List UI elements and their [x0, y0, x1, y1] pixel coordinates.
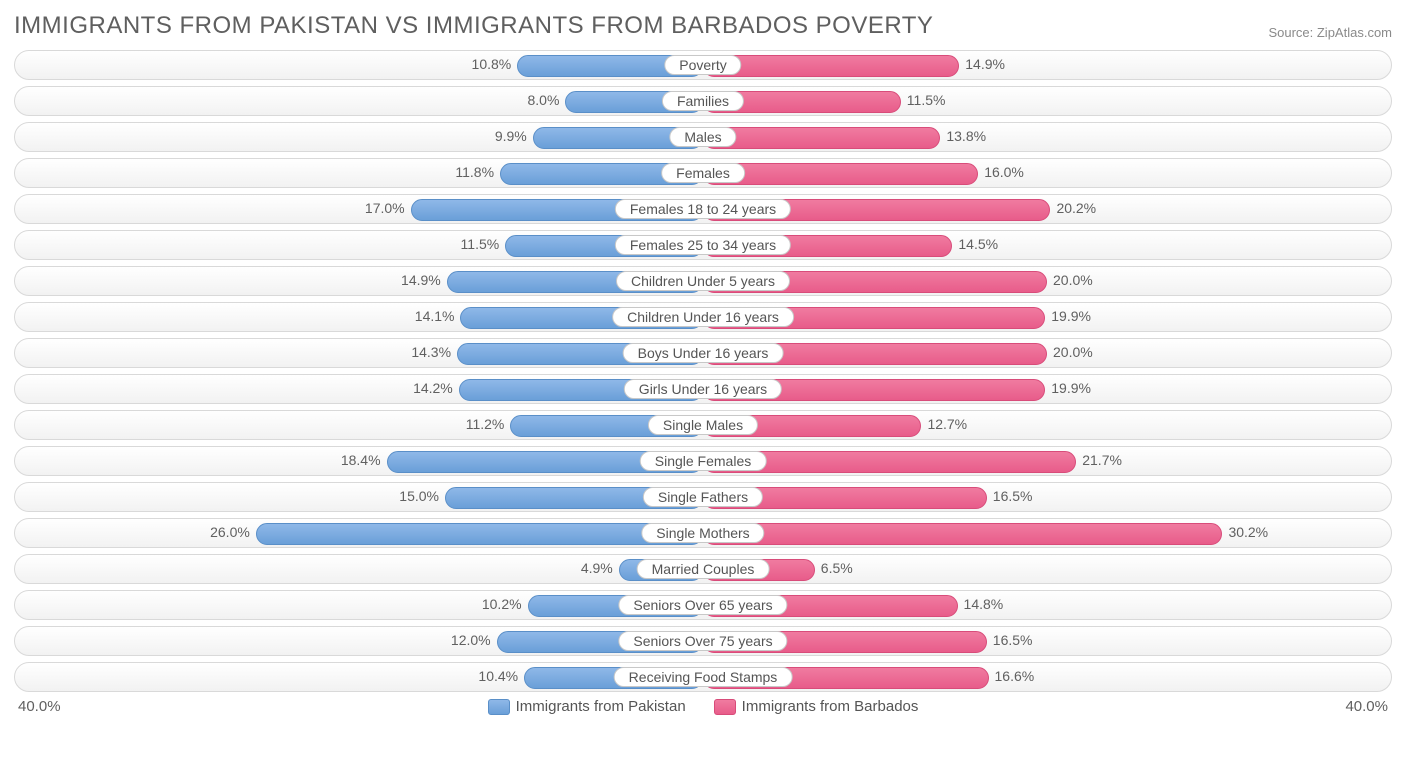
chart-title: IMMIGRANTS FROM PAKISTAN VS IMMIGRANTS F…	[14, 12, 933, 40]
category-label: Males	[669, 127, 736, 147]
value-right: 19.9%	[1051, 308, 1091, 324]
category-label: Females 25 to 34 years	[615, 235, 791, 255]
chart-row: 4.9% 6.5% Married Couples	[14, 554, 1392, 584]
category-label: Girls Under 16 years	[624, 379, 782, 399]
value-left: 4.9%	[581, 560, 613, 576]
category-label: Married Couples	[637, 559, 770, 579]
value-right: 21.7%	[1082, 452, 1122, 468]
category-label: Single Fathers	[643, 487, 763, 507]
chart-row: 15.0% 16.5% Single Fathers	[14, 482, 1392, 512]
chart-row: 11.2% 12.7% Single Males	[14, 410, 1392, 440]
value-left: 11.5%	[461, 236, 500, 252]
value-right: 16.5%	[993, 632, 1033, 648]
value-left: 8.0%	[527, 92, 559, 108]
category-label: Females 18 to 24 years	[615, 199, 791, 219]
category-label: Children Under 16 years	[612, 307, 794, 327]
value-right: 14.9%	[965, 56, 1005, 72]
legend-label-left: Immigrants from Pakistan	[516, 698, 686, 715]
chart-row: 11.5% 14.5% Females 25 to 34 years	[14, 230, 1392, 260]
bar-right	[703, 523, 1222, 545]
value-right: 16.5%	[993, 488, 1033, 504]
value-left: 18.4%	[341, 452, 381, 468]
legend-swatch-left	[488, 699, 510, 715]
chart-source: Source: ZipAtlas.com	[1268, 25, 1392, 40]
value-left: 15.0%	[399, 488, 439, 504]
axis-max-left: 40.0%	[18, 698, 61, 715]
value-left: 14.3%	[411, 344, 451, 360]
value-right: 12.7%	[927, 416, 967, 432]
chart-row: 14.3% 20.0% Boys Under 16 years	[14, 338, 1392, 368]
value-left: 11.2%	[466, 416, 505, 432]
value-right: 20.0%	[1053, 272, 1093, 288]
value-left: 10.2%	[482, 596, 522, 612]
chart-row: 14.9% 20.0% Children Under 5 years	[14, 266, 1392, 296]
bar-left	[256, 523, 703, 545]
legend: Immigrants from Pakistan Immigrants from…	[488, 698, 919, 715]
chart-row: 17.0% 20.2% Females 18 to 24 years	[14, 194, 1392, 224]
value-left: 14.2%	[413, 380, 453, 396]
chart-row: 14.1% 19.9% Children Under 16 years	[14, 302, 1392, 332]
chart-footer: 40.0% Immigrants from Pakistan Immigrant…	[14, 698, 1392, 715]
value-right: 13.8%	[946, 128, 986, 144]
chart-row: 10.2% 14.8% Seniors Over 65 years	[14, 590, 1392, 620]
value-right: 14.8%	[964, 596, 1004, 612]
value-left: 11.8%	[455, 164, 494, 180]
chart-row: 11.8% 16.0% Females	[14, 158, 1392, 188]
chart-row: 18.4% 21.7% Single Females	[14, 446, 1392, 476]
value-right: 11.5%	[907, 92, 946, 108]
value-left: 26.0%	[210, 524, 250, 540]
bar-right	[703, 55, 959, 77]
value-left: 10.4%	[478, 668, 518, 684]
axis-max-right: 40.0%	[1345, 698, 1388, 715]
value-right: 30.2%	[1228, 524, 1268, 540]
category-label: Females	[661, 163, 745, 183]
category-label: Single Mothers	[641, 523, 764, 543]
value-right: 19.9%	[1051, 380, 1091, 396]
value-right: 6.5%	[821, 560, 853, 576]
diverging-bar-chart: 10.8% 14.9% Poverty 8.0% 11.5% Families 9.9% 13…	[14, 50, 1392, 692]
chart-row: 10.8% 14.9% Poverty	[14, 50, 1392, 80]
category-label: Children Under 5 years	[616, 271, 790, 291]
category-label: Seniors Over 75 years	[618, 631, 787, 651]
legend-label-right: Immigrants from Barbados	[742, 698, 919, 715]
legend-item-left: Immigrants from Pakistan	[488, 698, 686, 715]
chart-row: 10.4% 16.6% Receiving Food Stamps	[14, 662, 1392, 692]
category-label: Boys Under 16 years	[623, 343, 784, 363]
value-left: 12.0%	[451, 632, 491, 648]
value-right: 16.6%	[995, 668, 1035, 684]
value-left: 9.9%	[495, 128, 527, 144]
chart-row: 12.0% 16.5% Seniors Over 75 years	[14, 626, 1392, 656]
chart-row: 14.2% 19.9% Girls Under 16 years	[14, 374, 1392, 404]
category-label: Receiving Food Stamps	[614, 667, 793, 687]
category-label: Poverty	[664, 55, 741, 75]
chart-row: 26.0% 30.2% Single Mothers	[14, 518, 1392, 548]
legend-item-right: Immigrants from Barbados	[714, 698, 919, 715]
value-left: 14.1%	[415, 308, 455, 324]
category-label: Single Females	[640, 451, 767, 471]
value-left: 17.0%	[365, 200, 405, 216]
value-left: 14.9%	[401, 272, 441, 288]
bar-right	[703, 127, 940, 149]
chart-row: 8.0% 11.5% Families	[14, 86, 1392, 116]
chart-row: 9.9% 13.8% Males	[14, 122, 1392, 152]
value-right: 20.0%	[1053, 344, 1093, 360]
value-right: 16.0%	[984, 164, 1024, 180]
legend-swatch-right	[714, 699, 736, 715]
category-label: Single Males	[648, 415, 758, 435]
value-left: 10.8%	[472, 56, 512, 72]
value-right: 20.2%	[1056, 200, 1096, 216]
chart-header: IMMIGRANTS FROM PAKISTAN VS IMMIGRANTS F…	[14, 12, 1392, 40]
value-right: 14.5%	[958, 236, 998, 252]
category-label: Families	[662, 91, 744, 111]
category-label: Seniors Over 65 years	[618, 595, 787, 615]
